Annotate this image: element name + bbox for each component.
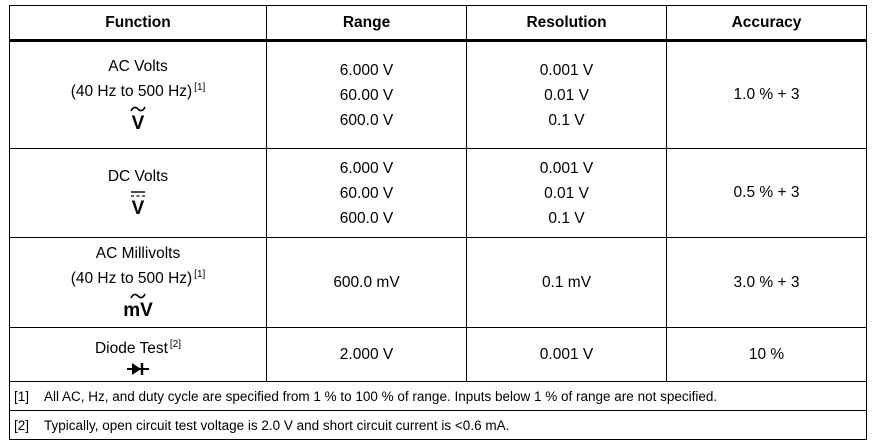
resolution-value: 0.1 V xyxy=(548,209,585,227)
function-cell: DC Volts V xyxy=(9,148,267,238)
range-value: 6.000 V xyxy=(339,61,394,79)
resolution-cell: 0.001 V 0.01 V 0.1 V xyxy=(466,40,667,149)
table-row: Diode Test [2] 2.000 V 0.001 V 10 % xyxy=(9,327,867,382)
table-row: AC Millivolts (40 Hz to 500 Hz) [1] mV 60… xyxy=(9,237,867,328)
accuracy-cell: 3.0 % + 3 xyxy=(666,237,867,328)
footnote-ref: [2] xyxy=(169,338,182,350)
footnote-row: [2] Typically, open circuit test voltage … xyxy=(9,410,867,440)
table-row: DC Volts V 6.000 V 60.00 V 600.0 V 0.001… xyxy=(9,148,867,238)
footnote-cell: [1] All AC, Hz, and duty cycle are specif… xyxy=(9,381,867,411)
header-function: Function xyxy=(9,5,267,42)
resolution-value: 0.01 V xyxy=(544,184,589,202)
function-name: AC Millivolts xyxy=(95,245,181,262)
range-value: 60.00 V xyxy=(339,184,394,202)
range-cell: 600.0 mV xyxy=(266,237,467,328)
footnote-ref: [1] xyxy=(194,81,206,93)
function-qualifier: (40 Hz to 500 Hz) [1] xyxy=(70,269,206,287)
accuracy-cell: 0.5 % + 3 xyxy=(666,148,867,238)
dc-volts-icon: V xyxy=(131,191,145,219)
range-value: 60.00 V xyxy=(339,86,394,104)
footnote-cell: [2] Typically, open circuit test voltage … xyxy=(9,410,867,440)
footnote-row: [1] All AC, Hz, and duty cycle are specif… xyxy=(9,381,867,411)
footnote-text: Typically, open circuit test voltage is … xyxy=(44,417,510,433)
ac-millivolts-icon: mV xyxy=(123,292,153,321)
footnote-ref: [1] xyxy=(194,269,206,280)
header-range: Range xyxy=(266,5,467,42)
accuracy-cell: 10 % xyxy=(666,327,867,382)
range-cell: 6.000 V 60.00 V 600.0 V xyxy=(266,40,467,149)
function-name: Diode Test [2] xyxy=(94,338,182,357)
footnote-id: [2] xyxy=(14,417,30,433)
header-accuracy: Accuracy xyxy=(666,5,867,42)
range-cell: 2.000 V xyxy=(266,327,467,382)
footnote-id: [1] xyxy=(14,388,30,404)
function-cell: AC Millivolts (40 Hz to 500 Hz) [1] mV xyxy=(9,237,267,328)
spec-table: Function Range Resolution Accuracy AC Vo… xyxy=(9,5,867,440)
function-name: DC Volts xyxy=(107,168,169,185)
resolution-value: 0.01 V xyxy=(544,86,589,104)
function-cell: Diode Test [2] xyxy=(9,327,267,382)
ac-volts-icon: V xyxy=(130,105,146,134)
footnote-text: All AC, Hz, and duty cycle are specified… xyxy=(44,388,718,404)
accuracy-cell: 1.0 % + 3 xyxy=(666,40,867,149)
table-row: AC Volts (40 Hz to 500 Hz) [1] V 6.000 V … xyxy=(9,40,867,149)
resolution-cell: 0.1 mV xyxy=(466,237,667,328)
resolution-value: 0.001 V xyxy=(539,159,594,177)
resolution-value: 0.1 V xyxy=(548,111,585,129)
header-resolution: Resolution xyxy=(466,5,667,42)
function-name: AC Volts xyxy=(108,57,168,75)
diode-icon xyxy=(10,362,266,376)
function-cell: AC Volts (40 Hz to 500 Hz) [1] V xyxy=(9,40,267,149)
function-qualifier: (40 Hz to 500 Hz) [1] xyxy=(70,81,206,100)
header-row: Function Range Resolution Accuracy xyxy=(9,5,867,42)
range-value: 600.0 V xyxy=(339,209,394,227)
range-value: 600.0 V xyxy=(339,111,394,129)
range-cell: 6.000 V 60.00 V 600.0 V xyxy=(266,148,467,238)
resolution-value: 0.001 V xyxy=(539,61,594,79)
resolution-cell: 0.001 V xyxy=(466,327,667,382)
spec-table-container: Function Range Resolution Accuracy AC Vo… xyxy=(9,5,867,440)
resolution-cell: 0.001 V 0.01 V 0.1 V xyxy=(466,148,667,238)
range-value: 6.000 V xyxy=(339,159,394,177)
